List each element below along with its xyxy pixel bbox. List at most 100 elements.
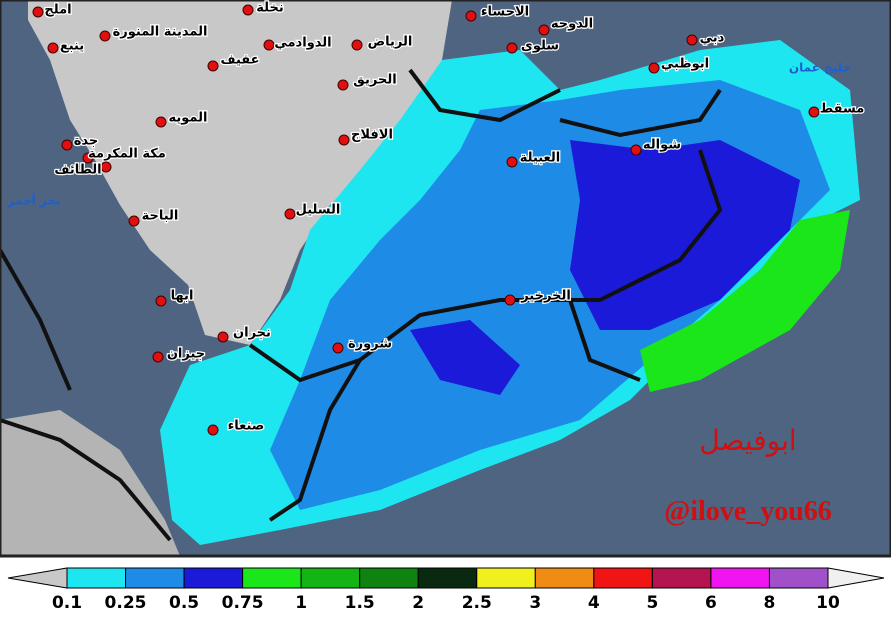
legend-tick-label: 6 — [705, 593, 717, 613]
legend-tick-label: 0.1 — [52, 593, 82, 613]
legend-tick-label: 0.75 — [222, 593, 264, 613]
legend-tick-label: 4 — [588, 593, 600, 613]
legend-tick-label: 1 — [295, 593, 307, 613]
city-dot — [351, 39, 363, 51]
cities: املج نخلة الاحساء الدوحه دبي ينبع المدينة المن… — [6, 0, 866, 436]
legend-tick-label: 10 — [816, 593, 840, 613]
city-dot — [155, 295, 167, 307]
city-dot — [99, 30, 111, 42]
border — [0, 249, 72, 391]
city-dot — [506, 42, 518, 54]
city-label: العبيلة — [520, 151, 560, 166]
city-dot — [155, 116, 167, 128]
city-label: الطائف — [54, 163, 101, 178]
border — [248, 149, 723, 383]
city-label: شرورة — [348, 337, 392, 352]
city-dot — [686, 34, 698, 46]
city-label: مسقط — [820, 102, 865, 117]
rain-area — [570, 140, 800, 330]
legend-swatch — [534, 567, 595, 589]
city-dot — [100, 161, 112, 173]
border — [568, 299, 641, 382]
city-label: المويه — [169, 111, 208, 126]
legend-tick-label: 8 — [764, 593, 776, 613]
city-label: الاحساء — [481, 5, 529, 20]
legend-tick-label: 2 — [412, 593, 424, 613]
city-dot — [207, 424, 219, 436]
legend-tick-label: 0.25 — [105, 593, 147, 613]
city-label: جيزان — [167, 347, 205, 362]
city-label: شواله — [643, 138, 681, 153]
city-label: مكة المكرمة — [88, 147, 166, 162]
city-dot — [337, 79, 349, 91]
city-dot — [506, 156, 518, 168]
sea-label: بحر أحمر — [6, 193, 60, 208]
city-dot — [538, 24, 550, 36]
city-dot — [332, 342, 344, 354]
city-label: نجران — [233, 326, 271, 341]
city-dot — [61, 139, 73, 151]
legend-tick-label: 2.5 — [462, 593, 492, 613]
city-label: الافلاج — [351, 128, 393, 143]
border — [408, 68, 561, 123]
city-label: الدوحه — [551, 17, 593, 32]
rain-area — [410, 320, 520, 395]
legend-swatch — [183, 567, 244, 589]
city-dot — [284, 208, 296, 220]
city-dot — [648, 62, 660, 74]
city-dot — [82, 152, 94, 164]
city-label: الدوادمي — [274, 36, 331, 51]
map-base — [0, 0, 891, 558]
watermark-name: ابوفيصل — [699, 424, 796, 457]
city-dot — [32, 6, 44, 18]
city-label: ينبع — [60, 39, 84, 54]
city-dot — [338, 134, 350, 146]
legend-swatch — [768, 567, 829, 589]
city-label: دبي — [700, 31, 725, 46]
border — [559, 88, 722, 138]
city-label: صنعاء — [228, 419, 265, 434]
city-dot — [152, 351, 164, 363]
legend: 0.1 0.25 0.5 0.75 1 1.5 2 2.5 3 4 5 6 8 10 — [7, 567, 885, 613]
city-label: عفيف — [220, 53, 259, 68]
legend-swatch — [593, 567, 653, 589]
legend-swatch — [417, 567, 478, 589]
legend-tick-label: 1.5 — [345, 593, 375, 613]
border — [0, 418, 172, 542]
city-dot — [504, 294, 516, 306]
city-dot — [207, 60, 219, 72]
city-dot — [242, 4, 254, 16]
legend-tick-label: 3 — [529, 593, 541, 613]
city-label: نخلة — [256, 1, 283, 16]
city-dot — [47, 42, 59, 54]
city-label: سلوى — [521, 39, 559, 54]
legend-tick-label: 0.5 — [169, 593, 199, 613]
map-frame — [0, 0, 891, 558]
watermark-handle: @ilove_you66 — [664, 496, 832, 527]
rain-area — [640, 210, 850, 392]
city-label: ابوظبي — [661, 57, 709, 72]
city-label: السليل — [296, 203, 341, 218]
city-label: ابها — [171, 289, 194, 304]
land — [0, 410, 180, 556]
legend-swatch — [710, 567, 770, 589]
city-label: الرياض — [368, 35, 413, 50]
city-dot — [465, 10, 477, 22]
city-dot — [263, 39, 275, 51]
city-dot — [128, 215, 140, 227]
city-dot — [630, 144, 642, 156]
legend-swatch — [651, 567, 712, 589]
city-label: المدينة المنورة — [113, 25, 208, 40]
city-dot — [217, 331, 229, 343]
legend-swatch — [300, 567, 361, 589]
legend-swatch — [125, 567, 185, 589]
border — [268, 358, 362, 522]
city-dot — [808, 106, 820, 118]
city-label: جدة — [74, 134, 99, 149]
city-label: املج — [44, 3, 71, 18]
city-label: الخرخير — [520, 289, 571, 304]
sea-label: خليج عمان — [789, 61, 851, 75]
city-label: الباحة — [142, 209, 179, 224]
legend-swatch — [66, 567, 127, 589]
